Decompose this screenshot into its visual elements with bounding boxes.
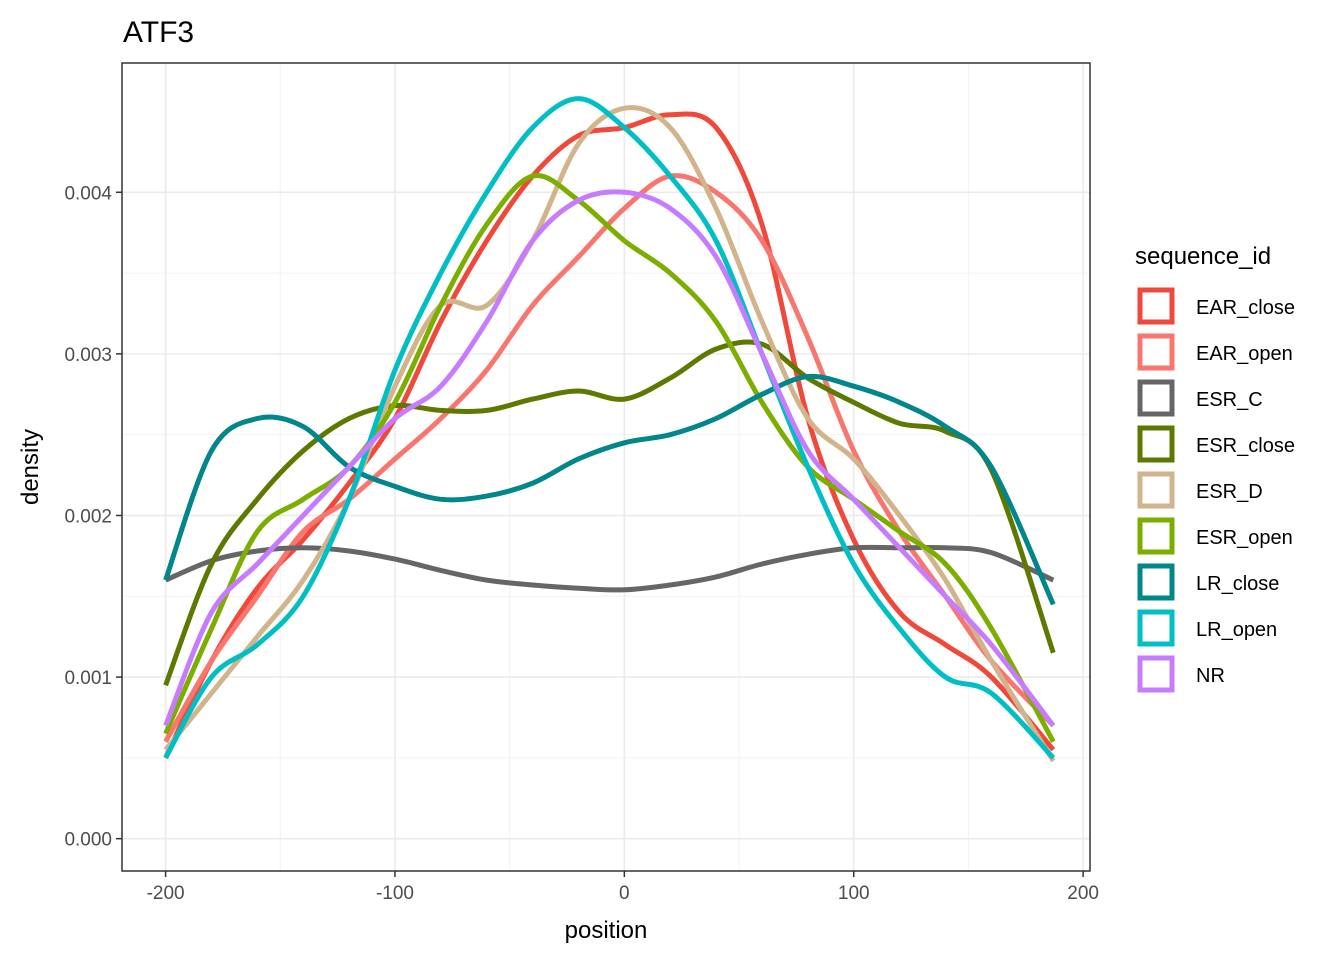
legend-key-ear-open	[1137, 333, 1175, 371]
y-tick-label: 0.002	[64, 506, 112, 527]
legend-key-esr-c	[1137, 379, 1175, 417]
legend-label: LR_close	[1196, 573, 1279, 595]
series-line-lr-close	[163, 373, 1056, 606]
legend-title: sequence_id	[1135, 243, 1271, 270]
y-axis: 0.000 0.001 0.002 0.003 0.004	[64, 183, 122, 851]
legend-key-lr-close	[1137, 563, 1175, 601]
x-tick-label: -100	[376, 883, 414, 904]
y-axis-title: density	[17, 429, 44, 505]
y-tick-label: 0.003	[64, 345, 112, 366]
legend-key-esr-open	[1137, 517, 1175, 555]
x-tick-label: 200	[1067, 883, 1099, 904]
series-layer	[163, 96, 1056, 763]
legend-label: EAR_open	[1196, 343, 1293, 365]
series-line-lr-open	[163, 96, 1056, 760]
y-tick-label: 0.004	[64, 183, 112, 204]
plot-panel	[122, 63, 1090, 871]
x-tick-label: 100	[838, 883, 870, 904]
series-line-esr-close	[163, 339, 1056, 687]
legend: sequence_id EAR_close EAR_open ESR_C ESR_cl…	[1135, 243, 1295, 693]
legend-label: ESR_C	[1196, 389, 1263, 411]
legend-label: NR	[1196, 665, 1225, 687]
series-line-esr-open	[163, 173, 1056, 743]
x-tick-label: -200	[147, 883, 185, 904]
legend-key-ear-close	[1137, 287, 1175, 325]
chart-title: ATF3	[123, 16, 194, 49]
y-tick-label: 0.000	[64, 830, 112, 851]
legend-label: EAR_close	[1196, 297, 1295, 319]
legend-key-nr	[1137, 655, 1175, 693]
series-line-esr-d	[163, 105, 1056, 763]
legend-key-lr-open	[1137, 609, 1175, 647]
panel-background	[122, 63, 1090, 871]
legend-label: ESR_close	[1196, 435, 1295, 457]
panel-border	[121, 62, 1091, 872]
legend-key-esr-close	[1137, 425, 1175, 463]
y-tick-label: 0.001	[64, 668, 112, 689]
legend-key-esr-d	[1137, 471, 1175, 509]
x-tick-label: 0	[619, 883, 630, 904]
series-line-nr	[163, 189, 1056, 728]
legend-label: ESR_D	[1196, 481, 1263, 503]
series-line-ear-close	[163, 111, 1056, 759]
x-axis: -200 -100 0 100 200	[147, 871, 1099, 904]
x-axis-title: position	[565, 917, 648, 944]
legend-label: LR_open	[1196, 619, 1277, 641]
legend-label: ESR_open	[1196, 527, 1293, 549]
